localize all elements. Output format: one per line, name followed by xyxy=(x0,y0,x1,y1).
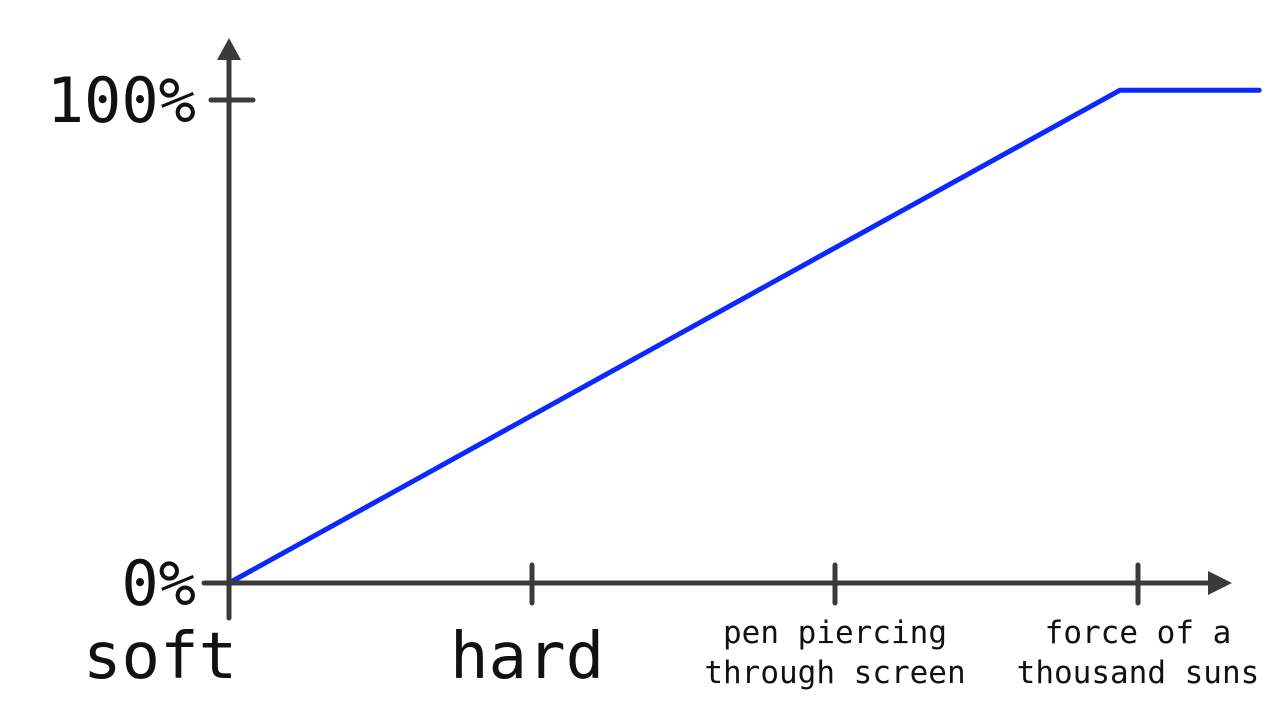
x-tick-label-2: pen piercing through screen xyxy=(704,615,965,691)
y-axis-arrow xyxy=(217,38,241,60)
x-tick-label-1: hard xyxy=(450,620,604,694)
x-tick-label-3-line-0: force of a xyxy=(1045,615,1232,651)
series-line-0 xyxy=(226,87,1262,586)
x-tick-label-0-line-0: soft xyxy=(83,620,237,694)
x-tick-label-3-line-1: thousand suns xyxy=(1017,655,1260,691)
labels-layer: 0% 100% soft hard pen piercing through screen… xyxy=(47,64,1260,694)
x-tick-label-2-line-0: pen piercing xyxy=(723,615,947,651)
x-axis-arrow xyxy=(1208,571,1232,595)
y-tick-label-1: 100% xyxy=(47,64,196,137)
y-tick-label-0: 0% xyxy=(121,547,196,620)
x-tick-label-3: force of a thousand suns xyxy=(1017,615,1260,691)
x-tick-label-0: soft xyxy=(83,620,237,694)
series-layer xyxy=(226,87,1262,586)
axes-layer xyxy=(201,38,1232,621)
x-tick-label-2-line-1: through screen xyxy=(704,655,965,691)
x-tick-label-1-line-0: hard xyxy=(450,620,604,694)
